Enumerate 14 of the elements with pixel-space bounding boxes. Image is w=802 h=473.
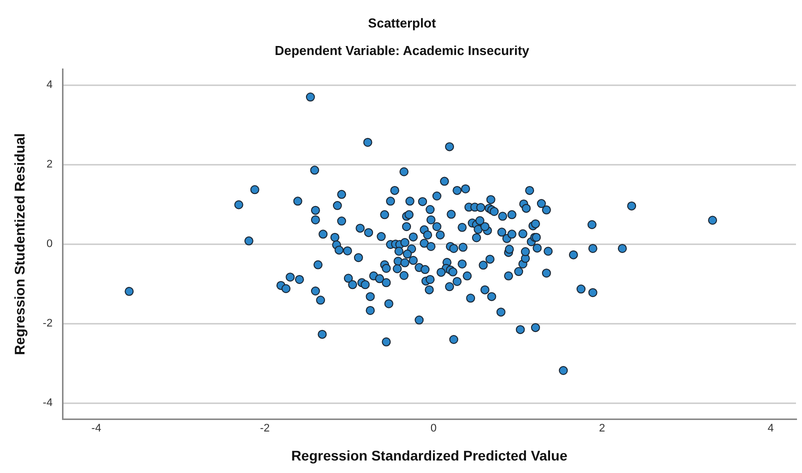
chart-subtitle: Dependent Variable: Academic Insecurity	[274, 42, 530, 58]
y-tick-label: 2	[46, 158, 53, 171]
x-tick-label: 2	[599, 422, 606, 435]
y-tick-label: 0	[46, 238, 53, 250]
x-axis-title: Regression Standardized Predicted Value	[291, 447, 568, 464]
x-tick-label: 0	[430, 422, 437, 435]
y-axis-title: Regression Studentized Residual	[11, 133, 28, 355]
x-tick-label: 4	[768, 422, 774, 435]
y-tick-label: -2	[42, 318, 53, 330]
y-tick-label: 4	[46, 79, 53, 92]
x-tick-label: -4	[91, 422, 102, 435]
chart-title: Scatterplot	[368, 15, 437, 30]
y-tick-label: -4	[42, 397, 53, 410]
x-tick-label: -2	[260, 422, 270, 435]
